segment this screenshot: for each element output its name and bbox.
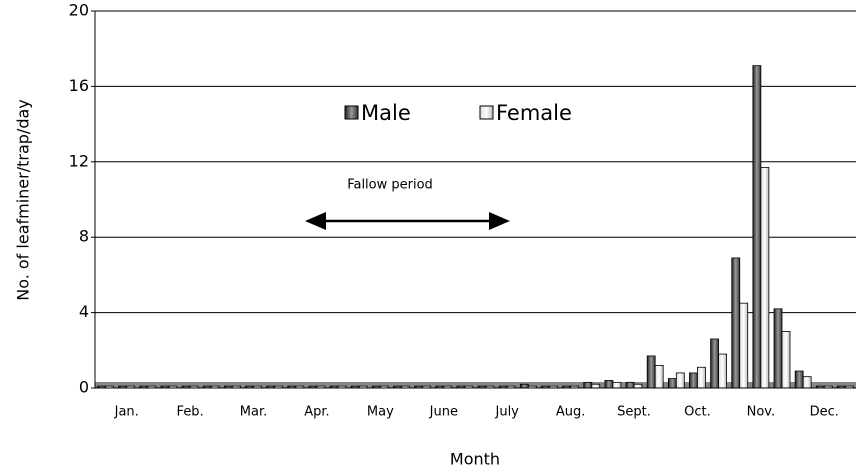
y-tick-label: 4 xyxy=(79,302,89,321)
legend: Male Female xyxy=(344,101,572,125)
x-tick-label: Mar. xyxy=(240,405,267,420)
annotation: Fallow period xyxy=(347,178,433,193)
bar xyxy=(675,372,685,389)
y-axis-label: No. of leafminer/trap/day xyxy=(14,99,33,301)
bar xyxy=(646,355,656,389)
y-tick-label: 20 xyxy=(69,1,89,20)
x-tick-label: May xyxy=(367,405,394,420)
y-tick-label: 0 xyxy=(79,378,89,397)
y-tick-label: 8 xyxy=(79,227,89,246)
bar xyxy=(667,378,677,389)
bar xyxy=(760,167,770,389)
bar xyxy=(739,302,749,389)
x-tick-label: Aug. xyxy=(556,405,586,420)
bar xyxy=(604,380,614,389)
bar xyxy=(718,353,727,389)
bar xyxy=(689,372,698,389)
bar xyxy=(591,383,601,389)
x-tick-label: Oct. xyxy=(684,405,711,420)
bar xyxy=(654,364,664,389)
legend-swatch xyxy=(479,105,494,120)
floor xyxy=(95,382,856,388)
bar xyxy=(710,338,719,389)
bar xyxy=(731,257,741,389)
x-tick-label: Nov. xyxy=(747,405,776,420)
bar xyxy=(625,381,635,389)
y-tick-label: 16 xyxy=(69,76,89,95)
x-tick-label: Dec. xyxy=(810,405,839,420)
x-tick-label: July xyxy=(495,405,520,420)
bar xyxy=(633,383,643,389)
bar xyxy=(794,370,804,389)
bar xyxy=(612,381,622,389)
x-tick-label: Sept. xyxy=(617,405,651,420)
bar xyxy=(519,383,529,389)
x-tick-label: Apr. xyxy=(304,405,329,420)
bar xyxy=(773,308,783,389)
bar xyxy=(583,381,593,389)
bar xyxy=(752,65,762,389)
x-axis-label: Month xyxy=(450,450,500,469)
y-tick-label: 12 xyxy=(69,151,89,170)
fallow-arrow xyxy=(305,212,510,230)
bar xyxy=(697,366,706,389)
legend-label: Female xyxy=(496,101,572,125)
x-tick-label: Jan. xyxy=(114,405,139,420)
bar xyxy=(781,331,791,389)
legend-label: Male xyxy=(361,101,411,125)
x-tick-label: Feb. xyxy=(177,405,204,420)
bar xyxy=(802,376,812,389)
x-tick-label: June xyxy=(429,405,458,420)
legend-swatch xyxy=(344,105,359,120)
